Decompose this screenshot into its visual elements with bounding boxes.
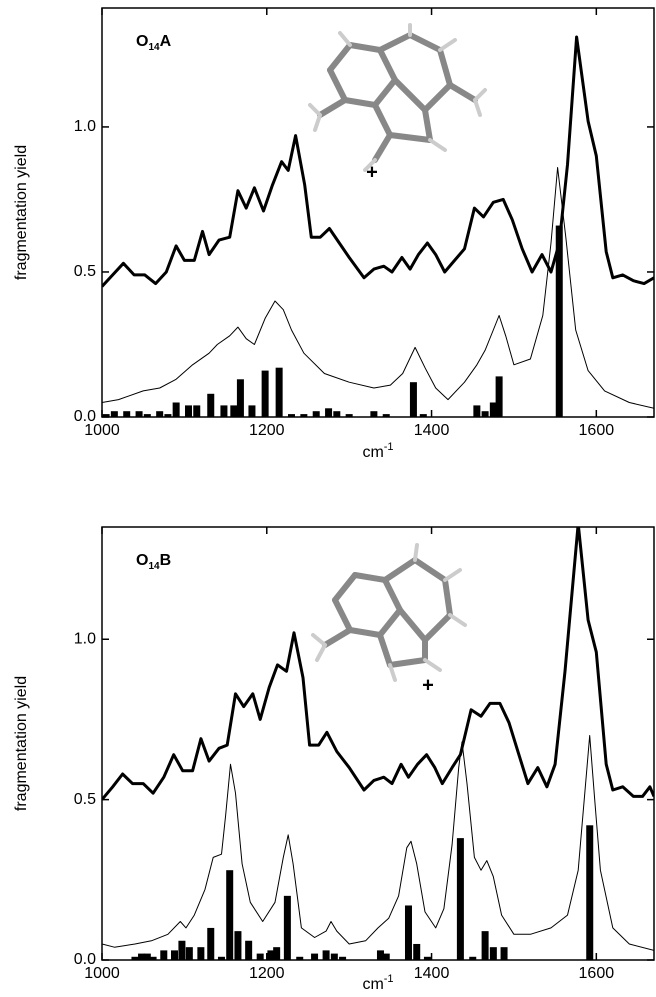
panel-label-subscript: 14 [148,561,160,572]
bar [333,411,340,417]
bar [473,405,480,417]
bar [370,411,377,417]
x-axis-label-base: cm [362,976,383,993]
panel-label-suffix: B [160,552,172,569]
bar [413,944,420,960]
figure: 10001200140016000.00.51.0cm-1fragmentati… [0,0,656,997]
bar [323,950,330,960]
bar [178,941,185,960]
bar [234,931,241,960]
panel-label-subscript: 14 [148,42,160,53]
bar [207,394,214,417]
plot-area [102,524,654,960]
experimental-line [102,37,654,287]
plot-area [102,37,654,417]
bar [123,411,130,417]
y-tick-label: 0.0 [74,951,96,968]
bar [173,402,180,417]
x-axis-label-base: cm [362,444,383,461]
bar [313,411,320,417]
bar [193,405,200,417]
bar [220,405,227,417]
panel-label-base: O [136,33,148,50]
computed-line [102,736,654,951]
bar [482,931,489,960]
y-tick-label: 0.5 [74,791,96,808]
bar [490,947,497,960]
bar [405,905,412,960]
computed-line [102,168,654,409]
bar [273,947,280,960]
charge-marker: + [422,674,434,696]
x-tick-label: 1600 [579,965,615,982]
bar [160,950,167,960]
bar [237,379,244,417]
bar [171,950,178,960]
bar [496,376,503,417]
bar [331,954,338,960]
x-tick-label: 1400 [414,422,450,439]
x-tick-label: 1600 [579,422,615,439]
panel-label-base: O [136,552,148,569]
x-axis-label-superscript: -1 [384,441,394,453]
panel-label: O14A [136,33,172,52]
y-axis-label: fragmentation yield [13,676,30,811]
bar [556,226,563,417]
bar [262,371,269,417]
plot-frame [102,8,654,417]
bar [383,954,390,960]
x-tick-label: 1200 [249,422,285,439]
molecule-structure [313,545,465,680]
panel-label-suffix: A [160,33,172,50]
bar [197,947,204,960]
molecule-structure [310,25,485,170]
experimental-line [102,524,654,800]
x-tick-label: 1200 [249,965,285,982]
bar [457,838,464,960]
y-axis-label: fragmentation yield [13,145,30,280]
charge-marker: + [366,161,378,183]
bar [230,405,237,417]
bar [136,411,143,417]
bar [248,405,255,417]
bar [284,896,291,960]
bar [257,954,264,960]
y-tick-label: 1.0 [74,118,96,135]
bar [501,947,508,960]
bar [111,411,118,417]
y-tick-label: 0.5 [74,263,96,280]
y-tick-label: 0.0 [74,408,96,425]
bar [586,825,593,960]
bar [226,870,233,960]
bar [245,941,252,960]
bar [207,928,214,960]
bar [311,954,318,960]
bar [186,947,193,960]
bar [276,368,283,417]
panel-label: O14B [136,552,171,571]
y-tick-label: 1.0 [74,630,96,647]
bar [185,405,192,417]
x-tick-label: 1400 [414,965,450,982]
x-axis-label-superscript: -1 [384,973,394,985]
bar [410,382,417,417]
x-axis-label: cm-1 [362,441,393,461]
bar [482,411,489,417]
bar [156,411,163,417]
bar [325,408,332,417]
x-axis-label: cm-1 [362,973,393,993]
